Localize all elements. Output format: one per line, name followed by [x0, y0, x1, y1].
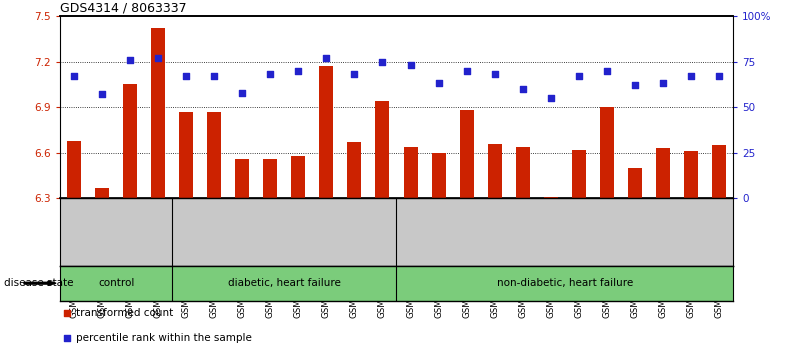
Point	[60, 335, 73, 341]
Point	[320, 55, 333, 61]
Point	[545, 95, 557, 101]
Point	[628, 82, 641, 88]
Bar	[460, 110, 473, 198]
Text: control: control	[98, 278, 135, 288]
Point	[460, 68, 473, 74]
Bar	[179, 112, 193, 198]
Text: GDS4314 / 8063337: GDS4314 / 8063337	[60, 2, 187, 15]
Bar	[207, 112, 221, 198]
Bar	[404, 147, 417, 198]
Bar	[656, 148, 670, 198]
Bar	[292, 156, 305, 198]
Point	[376, 59, 389, 64]
Point	[572, 73, 585, 79]
Bar	[348, 142, 361, 198]
Bar	[151, 28, 165, 198]
Point	[96, 91, 109, 97]
Bar	[376, 101, 389, 198]
Point	[488, 72, 501, 77]
Bar	[516, 147, 529, 198]
Point	[684, 73, 697, 79]
Bar	[544, 197, 557, 198]
Bar	[67, 141, 81, 198]
Text: transformed count: transformed count	[76, 308, 174, 318]
Point	[713, 73, 726, 79]
Point	[151, 55, 165, 61]
Text: diabetic, heart failure: diabetic, heart failure	[228, 278, 340, 288]
Point	[601, 68, 614, 74]
Bar	[235, 159, 249, 198]
Point	[179, 73, 193, 79]
Bar	[684, 151, 698, 198]
Bar	[600, 107, 614, 198]
Bar	[572, 150, 586, 198]
Bar	[123, 84, 137, 198]
Text: non-diabetic, heart failure: non-diabetic, heart failure	[497, 278, 633, 288]
Bar	[488, 143, 501, 198]
Text: percentile rank within the sample: percentile rank within the sample	[76, 333, 252, 343]
Point	[405, 62, 417, 68]
Point	[60, 310, 73, 316]
Point	[208, 73, 221, 79]
Bar	[95, 188, 109, 198]
Bar	[432, 153, 445, 198]
Bar	[320, 66, 333, 198]
Bar	[264, 159, 277, 198]
Point	[123, 57, 136, 63]
Point	[292, 68, 304, 74]
Bar	[628, 168, 642, 198]
Point	[235, 90, 248, 95]
Point	[348, 72, 360, 77]
Point	[433, 81, 445, 86]
Point	[517, 86, 529, 92]
Point	[264, 72, 277, 77]
Text: disease state: disease state	[4, 278, 74, 288]
Bar	[712, 145, 726, 198]
Point	[657, 81, 670, 86]
Point	[67, 73, 80, 79]
